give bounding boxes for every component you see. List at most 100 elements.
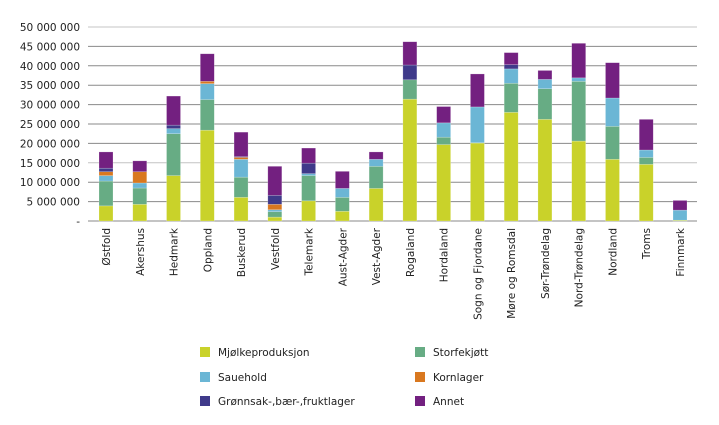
bar-segment [503, 82, 519, 113]
bar-segment [98, 205, 114, 222]
bar-segment [537, 119, 553, 222]
y-tick-label: 5 000 000 [27, 197, 80, 209]
bar-segment [199, 83, 215, 100]
x-tick-label: Nordland [607, 228, 619, 276]
bar-segment [537, 79, 553, 89]
bar-segment [605, 126, 620, 160]
bar-segment [503, 112, 519, 222]
bar-segment [267, 165, 283, 196]
bar-segment [605, 159, 620, 222]
bar-segment [638, 119, 654, 151]
bar-segment [132, 182, 148, 189]
bar-segment [132, 204, 148, 222]
bar-segment [402, 64, 418, 81]
x-tick-label: Akershus [135, 228, 147, 276]
bar-segment [503, 68, 519, 84]
bar-segment [301, 162, 316, 174]
bar-segment [638, 164, 654, 222]
bar-segment [267, 211, 283, 218]
bar-segment [98, 151, 114, 169]
bar-segment [571, 140, 587, 222]
y-tick-label: - [76, 216, 80, 228]
bar-segment [166, 175, 181, 222]
bar-segment [402, 98, 418, 222]
legend-label: Kornlager [433, 372, 484, 384]
y-tick-label: 30 000 000 [20, 100, 80, 112]
bar-segment [605, 62, 620, 99]
bar-segment [267, 216, 283, 222]
bar-segment [199, 53, 215, 82]
x-tick-label: Hordaland [439, 228, 451, 282]
bar-segment [368, 188, 384, 222]
bar-segment [166, 124, 181, 129]
bar-segment [166, 133, 181, 176]
x-tick-label: Aust-Agder [337, 227, 349, 286]
x-tick-label: Telemark [304, 227, 316, 276]
bar-segment [335, 197, 350, 212]
y-tick-label: 35 000 000 [20, 80, 80, 92]
bar-segment [470, 142, 485, 222]
bar-segment [638, 157, 654, 165]
x-tick-label: Sogn og Fjordane [472, 228, 484, 320]
x-tick-label: Møre og Romsdal [506, 228, 518, 319]
bar-segment [571, 81, 587, 142]
bar-segment [503, 52, 519, 65]
bar-segment [335, 171, 350, 189]
y-tick-label: 25 000 000 [20, 119, 80, 131]
bar-segment [301, 147, 316, 164]
x-tick-label: Oppland [202, 228, 214, 272]
y-tick-label: 40 000 000 [20, 61, 80, 73]
legend-label: Storfekjøtt [433, 347, 488, 359]
bar-segment [470, 73, 485, 108]
legend-swatch [415, 347, 425, 357]
bar-segment [301, 175, 316, 202]
bar-segment [638, 149, 654, 158]
x-tick-label: Sør-Trøndelag [540, 228, 552, 299]
y-tick-label: 45 000 000 [20, 41, 80, 53]
y-tick-label: 10 000 000 [20, 177, 80, 189]
bar-segment [402, 41, 418, 66]
bar-segment [605, 97, 620, 127]
bar-segment [436, 136, 451, 145]
bar-segment [537, 88, 553, 120]
bar-segment [132, 160, 148, 173]
bar-segment [199, 129, 215, 222]
x-tick-label: Østfold [101, 228, 113, 266]
bar-segment [98, 171, 114, 176]
bar-segment [571, 77, 587, 82]
x-tick-label: Hedmark [169, 227, 181, 276]
x-tick-label: Nord-Trøndelag [574, 228, 586, 307]
bar-segment [98, 180, 114, 207]
bar-segment [233, 197, 249, 222]
bar-segment [98, 175, 114, 182]
bar-segment [672, 209, 688, 221]
bar-segment [199, 81, 215, 84]
bar-segment [166, 95, 181, 126]
bar-segment [233, 159, 249, 178]
x-tick-label: Finnmark [675, 227, 687, 276]
bar-segment [672, 200, 688, 211]
bar-segment [402, 79, 418, 100]
bar-segment [233, 176, 249, 198]
legend-label: Annet [433, 396, 464, 408]
bar-segment [132, 171, 148, 184]
bar-segment [132, 187, 148, 205]
bar-segment [267, 204, 283, 211]
x-tick-label: Rogaland [405, 228, 417, 277]
legend-label: Mjølkeproduksjon [218, 347, 310, 359]
bar-segment [368, 159, 384, 167]
bar-segment [571, 42, 587, 79]
legend-swatch [415, 372, 425, 382]
legend-swatch [200, 347, 210, 357]
bar-segment [436, 144, 451, 222]
legend-swatch [200, 396, 210, 406]
bar-segment [503, 64, 519, 70]
bar-segment [537, 70, 553, 80]
bar-segment [301, 200, 316, 222]
bar-segment [335, 188, 350, 198]
x-tick-label: Buskerud [236, 228, 248, 277]
x-tick-label: Troms [641, 228, 653, 260]
x-tick-label: Vestfold [270, 228, 282, 270]
x-tick-label: Vest-Agder [371, 227, 383, 285]
bar-segment [368, 165, 384, 189]
